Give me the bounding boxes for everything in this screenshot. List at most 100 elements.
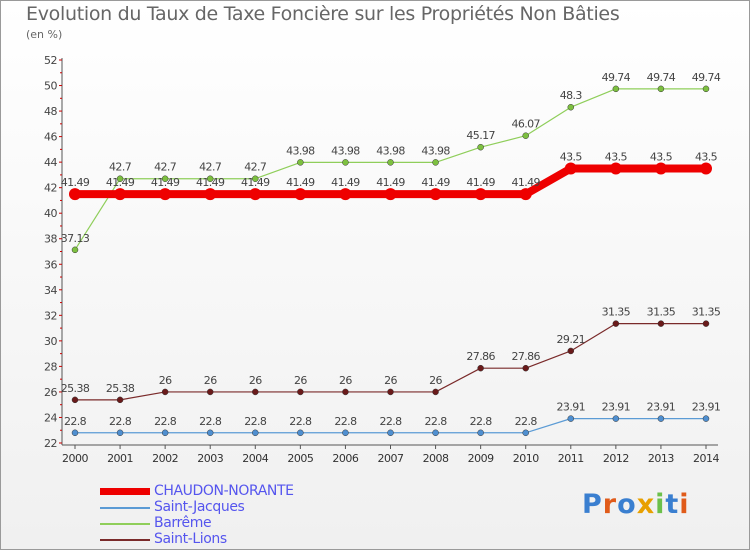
logo-letter: r [602, 489, 618, 520]
data-point [429, 188, 442, 201]
y-tick-label: 48 [44, 105, 57, 118]
data-point [161, 429, 169, 437]
data-label: 26 [294, 374, 307, 387]
data-label: 22.8 [199, 415, 222, 428]
x-tick-label: 2010 [513, 452, 539, 465]
data-label: 41.49 [376, 176, 405, 189]
y-tick-label: 28 [44, 360, 57, 373]
logo-letter: i [655, 489, 666, 520]
data-label: 25.38 [106, 382, 135, 395]
data-point [519, 188, 532, 201]
y-tick-label: 30 [44, 335, 57, 348]
data-label: 43.98 [286, 144, 315, 157]
data-label: 27.86 [466, 350, 495, 363]
data-label: 26 [429, 374, 442, 387]
y-tick-label: 52 [44, 54, 57, 67]
data-point [206, 175, 214, 182]
x-tick-label: 2014 [693, 452, 719, 465]
data-label: 22.8 [64, 415, 87, 428]
data-point [252, 388, 259, 396]
legend-swatch [100, 507, 150, 509]
data-point [654, 162, 667, 175]
data-point [249, 188, 262, 201]
data-point [657, 415, 665, 422]
data-label: 22.8 [244, 415, 267, 428]
series-line-3 [75, 323, 706, 401]
data-point [612, 85, 620, 93]
legend-item-chaudon-norante: CHAUDON-NORANTE [100, 483, 400, 500]
data-point [71, 396, 79, 404]
data-point [252, 429, 259, 437]
data-point [206, 388, 214, 396]
data-label: 26 [204, 374, 217, 387]
x-tick-label: 2005 [287, 452, 313, 465]
data-label: 41.49 [151, 176, 180, 189]
data-label: 42.7 [199, 161, 222, 174]
data-point [477, 429, 484, 437]
data-label: 26 [249, 374, 262, 387]
logo-letter: P [582, 489, 603, 520]
data-label: 46.07 [511, 118, 540, 131]
data-label: 43.5 [560, 151, 583, 164]
data-point [297, 159, 304, 166]
x-tick-label: 2008 [423, 452, 449, 465]
data-point [564, 162, 577, 175]
data-point [116, 396, 124, 404]
data-label: 45.17 [466, 129, 495, 142]
data-point [342, 159, 349, 166]
x-tick-label: 2002 [152, 452, 178, 465]
data-point [432, 159, 439, 166]
data-label: 42.7 [154, 161, 177, 174]
data-label: 22.8 [109, 415, 132, 428]
y-tick-label: 50 [44, 80, 57, 93]
x-tick-label: 2007 [378, 452, 404, 465]
data-label: 43.98 [331, 144, 360, 157]
logo-letter: i [679, 489, 690, 520]
legend-label: Barrême [154, 515, 212, 531]
data-point [567, 103, 575, 111]
data-label: 49.74 [602, 71, 631, 84]
data-point [657, 85, 665, 93]
data-label: 41.49 [511, 176, 540, 189]
data-label: 22.8 [425, 415, 448, 428]
data-label: 41.49 [466, 176, 495, 189]
data-label: 26 [339, 374, 352, 387]
data-point [71, 246, 79, 254]
data-point [522, 364, 529, 372]
data-label: 42.7 [109, 161, 132, 174]
data-label: 26 [384, 374, 397, 387]
data-label: 43.5 [695, 151, 718, 164]
data-point [294, 188, 307, 201]
data-label: 41.49 [286, 176, 315, 189]
data-label: 43.5 [605, 151, 628, 164]
data-point [609, 162, 622, 175]
data-label: 42.7 [244, 161, 267, 174]
data-label: 43.98 [376, 144, 405, 157]
data-point [297, 429, 304, 437]
legend-swatch [100, 523, 150, 525]
y-tick-label: 32 [44, 309, 57, 322]
data-label: 22.8 [154, 415, 177, 428]
logo-letter: x [636, 489, 656, 520]
x-tick-label: 2003 [197, 452, 223, 465]
x-tick-label: 2006 [332, 452, 358, 465]
data-point [114, 188, 127, 201]
data-label: 41.49 [61, 176, 90, 189]
data-label: 22.8 [289, 415, 312, 428]
data-label: 41.49 [241, 176, 270, 189]
data-point [702, 85, 710, 93]
legend-label: Saint-Lions [154, 531, 227, 547]
data-point [477, 364, 484, 372]
y-tick-label: 22 [44, 437, 57, 450]
proxiti-logo: Proxiti [582, 489, 690, 520]
data-point [612, 320, 620, 327]
data-point [700, 162, 712, 175]
data-label: 22.8 [470, 415, 493, 428]
legend-item-saint-jacques: Saint-Jacques [100, 499, 400, 516]
data-point [522, 132, 529, 139]
x-tick-label: 2013 [648, 452, 674, 465]
data-point [384, 188, 397, 201]
logo-letter: t [665, 489, 680, 520]
data-point [432, 429, 439, 437]
data-point [567, 347, 575, 355]
